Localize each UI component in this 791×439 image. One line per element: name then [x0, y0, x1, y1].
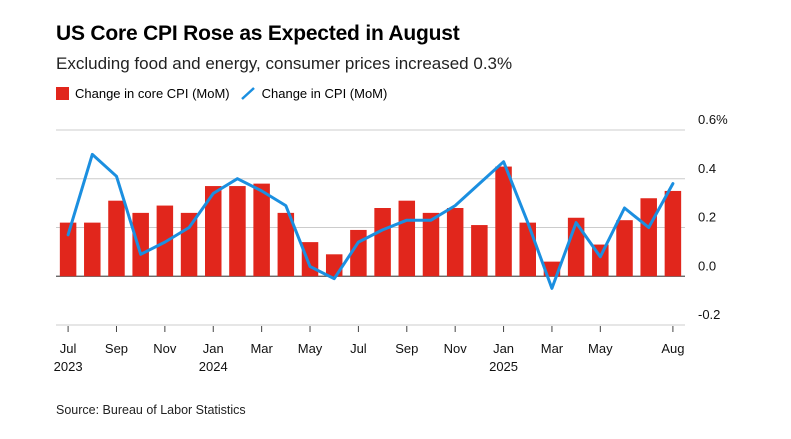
chart-title: US Core CPI Rose as Expected in August	[56, 22, 460, 45]
legend-swatch-bar	[56, 87, 69, 100]
legend-item-core-cpi: Change in core CPI (MoM)	[56, 86, 230, 101]
x-tick-label: Mar	[541, 341, 564, 356]
bar-core-cpi	[253, 183, 270, 277]
bar-core-cpi	[398, 200, 416, 277]
y-tick-label: 0.2	[698, 210, 716, 225]
x-tick-label: Sep	[105, 341, 128, 356]
bar-core-cpi	[374, 208, 391, 277]
legend-label-cpi: Change in CPI (MoM)	[261, 86, 388, 101]
y-tick-label: 0.6%	[698, 112, 728, 127]
legend-swatch-line	[240, 87, 255, 100]
bar-core-cpi	[640, 198, 657, 277]
x-tick-year: 2023	[54, 359, 83, 374]
legend-item-cpi: Change in CPI (MoM)	[240, 86, 388, 101]
bar-core-cpi	[446, 208, 464, 277]
bar-core-cpi	[108, 200, 125, 277]
x-tick-label: Nov	[153, 341, 177, 356]
y-tick-label: 0.4	[698, 161, 716, 176]
bar-core-cpi	[664, 190, 682, 277]
bar-core-cpi	[205, 186, 222, 277]
x-tick-label: Nov	[444, 341, 468, 356]
x-tick-label: Jul	[60, 341, 77, 356]
legend: Change in core CPI (MoM) Change in CPI (…	[56, 86, 397, 101]
x-tick-label: Jul	[350, 341, 367, 356]
bar-core-cpi	[229, 186, 246, 277]
bar-core-cpi	[59, 222, 77, 277]
bar-core-cpi	[616, 220, 633, 277]
bar-core-cpi	[495, 166, 512, 277]
x-tick-year: 2024	[199, 359, 228, 374]
bar-core-cpi	[325, 254, 343, 277]
bar-core-cpi	[543, 261, 561, 277]
x-tick-label: Sep	[395, 341, 418, 356]
legend-label-core-cpi: Change in core CPI (MoM)	[75, 86, 230, 101]
series-line-cpi	[66, 152, 675, 290]
x-tick-label: Aug	[661, 341, 684, 356]
bar-core-cpi	[180, 212, 198, 277]
x-tick-label: May	[298, 341, 323, 356]
bar-core-cpi	[301, 242, 319, 277]
bar-core-cpi	[422, 212, 440, 277]
x-tick-label: May	[588, 341, 613, 356]
x-tick-label: Jan	[203, 341, 224, 356]
x-tick-year: 2025	[489, 359, 518, 374]
source-note: Source: Bureau of Labor Statistics	[56, 403, 246, 417]
bar-core-cpi	[277, 212, 295, 277]
bar-core-cpi	[471, 225, 488, 277]
bar-core-cpi	[84, 222, 101, 277]
bar-core-cpi	[519, 222, 536, 277]
chart-subtitle: Excluding food and energy, consumer pric…	[56, 54, 513, 73]
x-tick-label: Mar	[250, 341, 273, 356]
bar-core-cpi	[132, 212, 149, 277]
x-tick-label: Jan	[493, 341, 514, 356]
y-tick-label: 0.0	[698, 258, 716, 273]
y-tick-label: -0.2	[698, 307, 720, 322]
